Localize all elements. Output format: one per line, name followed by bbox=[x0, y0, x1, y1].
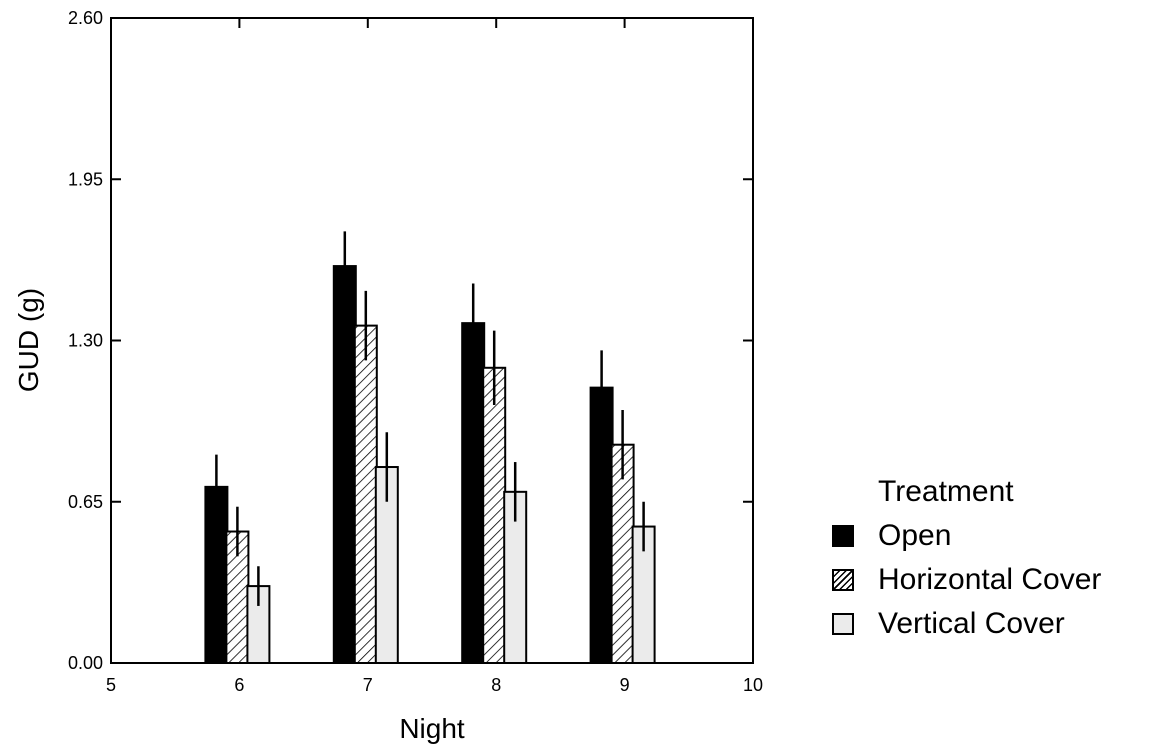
x-tick-label: 7 bbox=[363, 675, 373, 695]
legend-item-open: Open bbox=[832, 514, 1101, 558]
y-tick-label: 2.60 bbox=[68, 8, 103, 28]
legend-label-vertical-cover: Vertical Cover bbox=[878, 607, 1065, 640]
legend-label-open: Open bbox=[878, 519, 952, 552]
legend: Treatment Open Horizontal Cover Vertical… bbox=[832, 470, 1101, 646]
y-axis-title: GUD (g) bbox=[13, 288, 44, 392]
x-tick-label: 8 bbox=[491, 675, 501, 695]
y-tick-label: 1.95 bbox=[68, 169, 103, 189]
bars-group bbox=[204, 265, 656, 665]
error-bars-group bbox=[215, 231, 645, 606]
legend-item-horizontal-cover: Horizontal Cover bbox=[832, 558, 1101, 602]
y-tick-label: 0.65 bbox=[68, 492, 103, 512]
bar-horizontal-cover-night-7 bbox=[353, 324, 378, 664]
bar-open-night-8 bbox=[461, 322, 486, 664]
x-tick-label: 5 bbox=[106, 675, 116, 695]
legend-item-vertical-cover: Vertical Cover bbox=[832, 602, 1101, 646]
bar-open-night-9 bbox=[589, 386, 614, 664]
legend-swatch-horizontal-cover bbox=[832, 569, 854, 591]
x-tick-label: 10 bbox=[743, 675, 763, 695]
y-tick-label: 1.30 bbox=[68, 331, 103, 351]
legend-swatch-open bbox=[832, 525, 854, 547]
legend-title: Treatment bbox=[878, 475, 1014, 508]
x-axis-title: Night bbox=[399, 713, 465, 744]
tick-labels-group: 5 6 7 8 9 10 0.00 0.65 1.30 1.95 2.60 bbox=[68, 8, 763, 695]
legend-label-horizontal-cover: Horizontal Cover bbox=[878, 563, 1102, 596]
x-tick-label: 9 bbox=[620, 675, 630, 695]
bar-horizontal-cover-night-8 bbox=[482, 366, 507, 664]
y-tick-label: 0.00 bbox=[68, 653, 103, 673]
bar-open-night-7 bbox=[332, 265, 357, 664]
x-tick-label: 6 bbox=[234, 675, 244, 695]
legend-swatch-vertical-cover bbox=[832, 613, 854, 635]
